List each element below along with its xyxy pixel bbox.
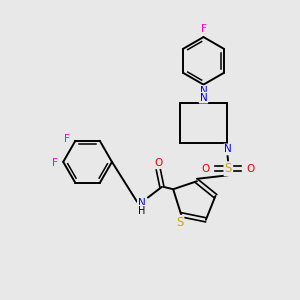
Text: N: N <box>224 144 232 154</box>
Text: O: O <box>202 164 210 174</box>
Text: H: H <box>138 206 146 216</box>
Text: O: O <box>154 158 162 168</box>
Text: S: S <box>176 216 183 229</box>
Text: O: O <box>246 164 255 174</box>
Text: F: F <box>64 134 70 144</box>
Text: N: N <box>200 93 207 103</box>
Text: F: F <box>201 24 206 34</box>
Text: N: N <box>200 86 207 96</box>
Text: S: S <box>224 162 232 175</box>
Text: F: F <box>52 158 58 168</box>
Text: N: N <box>138 198 146 208</box>
